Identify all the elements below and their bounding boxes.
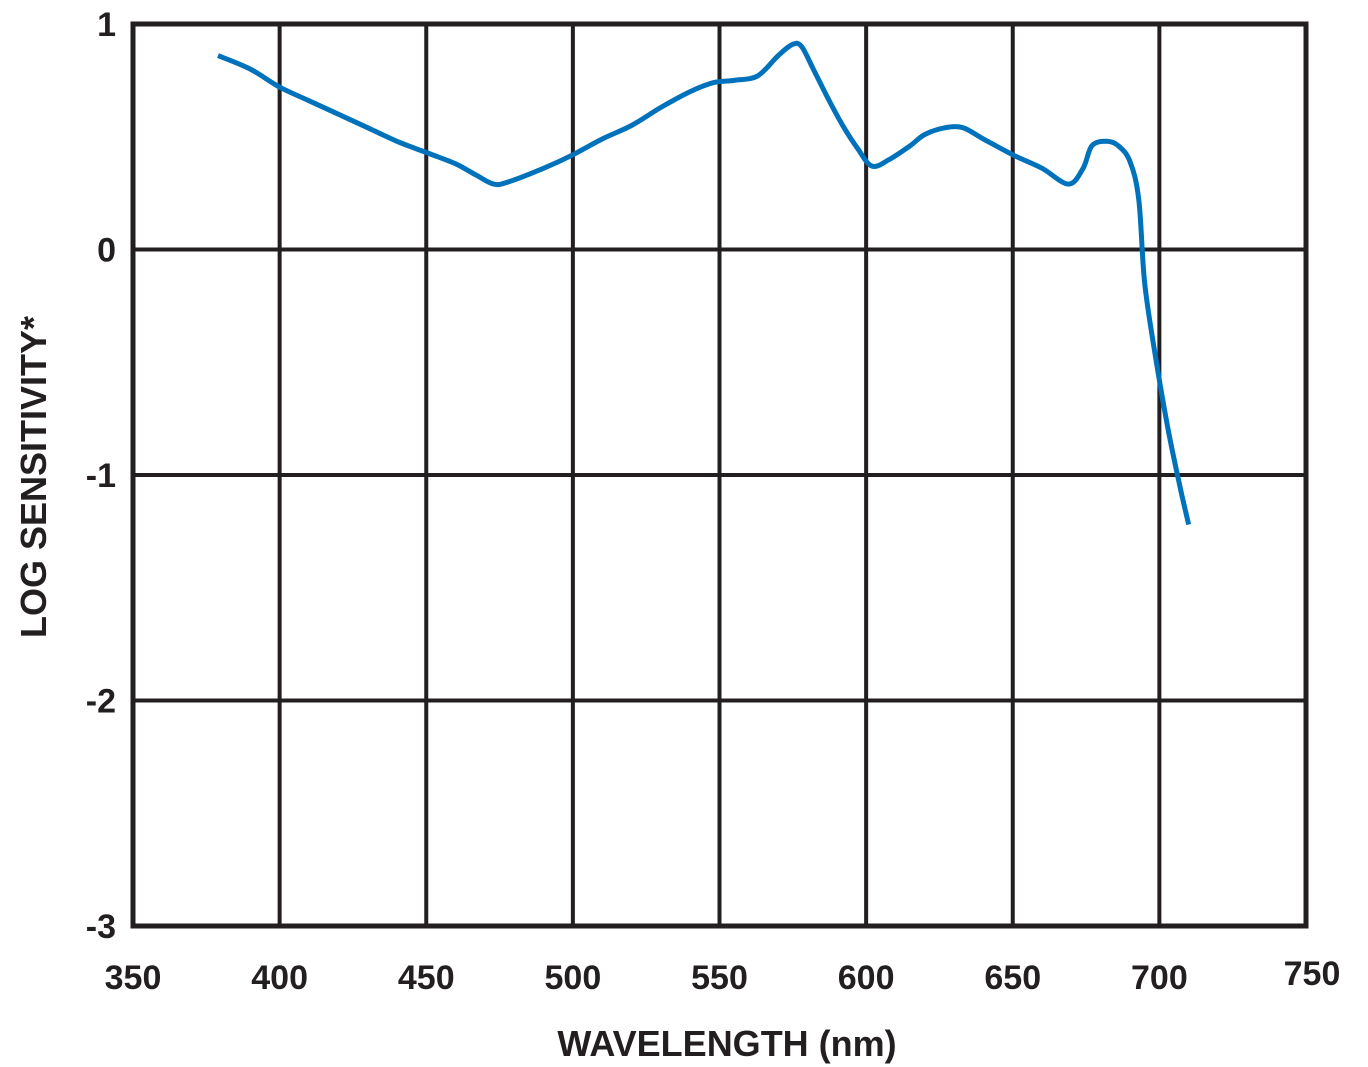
x-tick-label: 400 (251, 959, 308, 997)
plot-frame (130, 21, 1309, 929)
x-tick-label: 500 (545, 959, 602, 997)
y-tick-label: 0 (97, 232, 116, 270)
x-tick-labels: 350 400 450 500 550 600 650 700 750 (105, 955, 1341, 997)
y-tick-label: 1 (97, 6, 116, 44)
y-tick-label: -3 (86, 908, 116, 946)
series-layer (217, 40, 1192, 526)
y-tick-label: -2 (86, 683, 116, 721)
x-tick-label: 600 (838, 959, 895, 997)
x-tick-label: 450 (398, 959, 455, 997)
y-tick-labels: 1 0 -1 -2 -3 (86, 6, 116, 946)
x-axis-title: WAVELENGTH (nm) (557, 1023, 896, 1064)
y-tick-label: -1 (86, 457, 116, 495)
x-tick-label: 650 (984, 959, 1041, 997)
sensitivity-curve-line (217, 40, 1192, 526)
x-tick-label: 350 (105, 959, 162, 997)
x-tick-label: 550 (691, 959, 748, 997)
y-axis-title: LOG SENSITIVITY* (13, 316, 54, 638)
x-tick-label: 750 (1284, 955, 1341, 993)
x-tick-label: 700 (1131, 959, 1188, 997)
